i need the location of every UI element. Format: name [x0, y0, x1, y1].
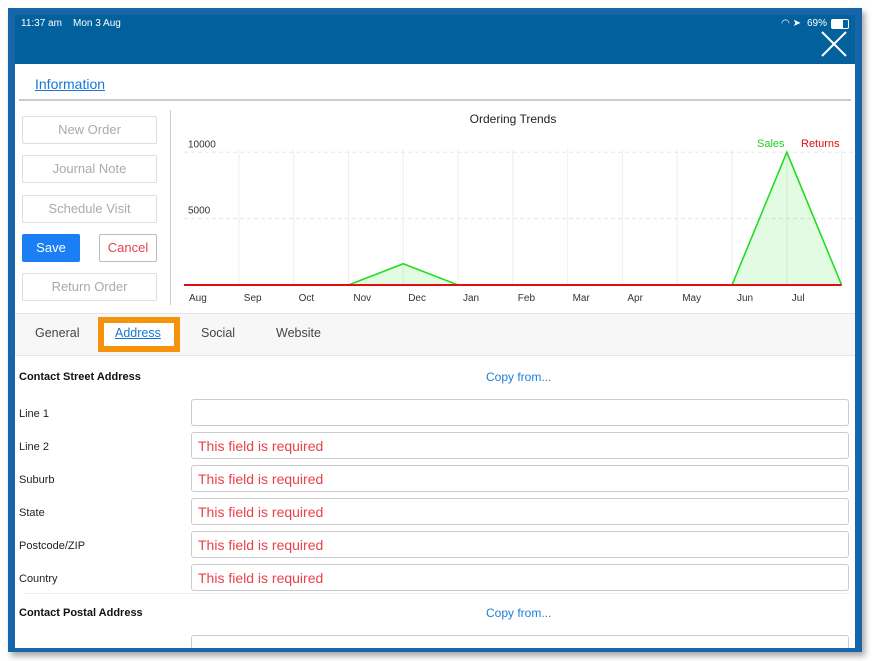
cancel-button[interactable]: Cancel	[99, 234, 157, 262]
street-field-input[interactable]: This field is required	[191, 465, 849, 492]
tab-general[interactable]: General	[35, 326, 80, 340]
wifi-location-icon: ◠ ➤	[781, 18, 801, 29]
status-date: Mon 3 Aug	[73, 18, 121, 29]
schedule-visit-button[interactable]: Schedule Visit	[22, 195, 157, 223]
content-panel: Information New Order Journal Note Sched…	[15, 64, 855, 648]
tab-website[interactable]: Website	[276, 326, 321, 340]
x-tick-label: Jul	[792, 293, 805, 304]
divider	[170, 110, 171, 305]
legend-sales: Sales	[757, 138, 785, 150]
y-tick-label: 5000	[188, 206, 211, 217]
field-label: Line 2	[19, 441, 49, 453]
x-tick-label: Oct	[299, 293, 315, 304]
header-bar: 11:37 am Mon 3 Aug 69% ◠ ➤	[15, 15, 855, 64]
x-tick-label: Dec	[408, 293, 426, 304]
x-tick-label: Nov	[353, 293, 371, 304]
field-label: Country	[19, 573, 58, 585]
street-field-input[interactable]: This field is required	[191, 531, 849, 558]
field-label: State	[19, 507, 45, 519]
battery-icon	[831, 19, 849, 29]
highlight-inner	[104, 323, 174, 346]
battery-percent: 69%	[806, 18, 827, 29]
x-tick-label: Feb	[518, 293, 536, 304]
return-order-button[interactable]: Return Order	[22, 273, 157, 301]
field-label: Suburb	[19, 474, 55, 486]
x-tick-label: Mar	[573, 293, 591, 304]
divider	[25, 593, 850, 594]
save-button[interactable]: Save	[22, 234, 80, 262]
street-field-input[interactable]: This field is required	[191, 564, 849, 591]
tab-address[interactable]: Address	[115, 326, 161, 340]
divider	[19, 99, 851, 101]
x-tick-label: Jun	[737, 293, 753, 304]
new-order-button[interactable]: New Order	[22, 116, 157, 144]
copy-from-postal-link[interactable]: Copy from...	[486, 606, 552, 620]
postal-address-heading: Contact Postal Address	[19, 607, 143, 619]
postal-line-1-input[interactable]	[191, 635, 849, 648]
x-tick-label: Aug	[189, 293, 207, 304]
tab-information[interactable]: Information	[35, 76, 106, 92]
street-field-input[interactable]: This field is required	[191, 432, 849, 459]
x-tick-label: Jan	[463, 293, 479, 304]
status-time: 11:37 am	[21, 18, 62, 29]
journal-note-button[interactable]: Journal Note	[22, 155, 157, 183]
street-field-input[interactable]: This field is required	[191, 498, 849, 525]
field-label: Postcode/ZIP	[19, 540, 86, 552]
field-label: Line 1	[19, 408, 49, 420]
copy-from-street-link[interactable]: Copy from...	[486, 370, 552, 384]
legend-returns: Returns	[801, 138, 840, 150]
tab-social[interactable]: Social	[201, 326, 236, 340]
street-address-heading: Contact Street Address	[19, 371, 141, 383]
street-field-input[interactable]	[191, 399, 849, 426]
y-tick-label: 10000	[188, 139, 216, 150]
x-tick-label: May	[682, 293, 701, 304]
x-tick-label: Apr	[627, 293, 643, 304]
sales-area	[184, 152, 842, 285]
chart-title: Ordering Trends	[469, 112, 557, 126]
close-icon[interactable]	[821, 31, 847, 57]
x-tick-label: Sep	[244, 293, 262, 304]
ordering-trends-chart: Aug Sep Oct Nov Dec Jan Feb Mar Apr May Jun Jul 5000…	[184, 139, 855, 304]
